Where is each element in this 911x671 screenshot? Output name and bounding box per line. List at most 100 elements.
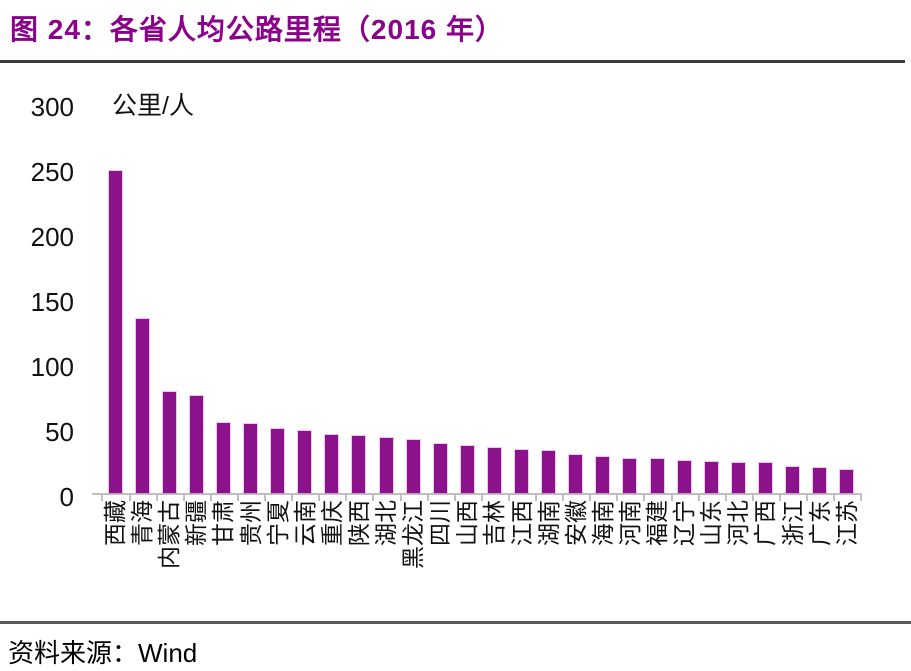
- x-axis-tick: [264, 493, 267, 501]
- bar-新疆: [189, 395, 203, 493]
- bar-山西: [460, 446, 474, 493]
- y-axis-tick-label: 100: [30, 352, 74, 382]
- bar-广西: [758, 463, 772, 493]
- bar-四川: [433, 443, 447, 493]
- x-axis-label-广西: 广西: [752, 500, 779, 546]
- source-name: Wind: [138, 638, 198, 668]
- source-label: 资料来源：: [8, 639, 139, 669]
- x-axis-tick: [182, 493, 185, 501]
- x-axis-tick: [778, 493, 781, 501]
- bar-广东: [813, 468, 827, 493]
- y-axis-tick-label: 150: [30, 287, 74, 317]
- bar-青海: [135, 318, 149, 493]
- x-axis-tick: [724, 493, 727, 501]
- x-axis-tick: [589, 493, 592, 501]
- x-axis-tick: [209, 493, 212, 501]
- x-axis-label-湖北: 湖北: [373, 500, 399, 546]
- x-axis-label-广东: 广东: [806, 500, 833, 546]
- bar-山东: [704, 461, 718, 493]
- bar-辽宁: [677, 460, 691, 493]
- x-axis-label-江西: 江西: [508, 500, 535, 546]
- x-axis-label-陕西: 陕西: [345, 500, 372, 546]
- x-axis-label-重庆: 重庆: [318, 500, 345, 546]
- bar-湖南: [542, 451, 556, 493]
- bar-陕西: [352, 435, 366, 493]
- bar-浙江: [786, 467, 799, 493]
- x-axis-tick: [372, 493, 375, 501]
- bar-安徽: [569, 455, 583, 493]
- bar-福建: [650, 459, 664, 493]
- bar-河南: [623, 459, 637, 493]
- bar-河北: [731, 463, 745, 493]
- x-axis-tick: [318, 493, 321, 501]
- x-axis-label-山西: 山西: [454, 500, 481, 546]
- x-axis-label-安徽: 安徽: [562, 500, 589, 546]
- y-axis-tick-label: 250: [30, 157, 74, 187]
- y-axis-tick-label: 300: [30, 92, 74, 122]
- x-axis-tick: [643, 493, 646, 501]
- x-axis-label-宁夏: 宁夏: [264, 500, 291, 546]
- x-axis-label-贵州: 贵州: [237, 500, 264, 546]
- x-axis-tick: [562, 493, 565, 501]
- bar-黑龙江: [406, 439, 420, 493]
- x-axis-label-福建: 福建: [644, 500, 670, 546]
- bar-海南: [596, 456, 610, 493]
- x-axis-tick: [426, 493, 429, 501]
- figure-title: 图 24：各省人均公路里程（2016 年）: [10, 14, 504, 45]
- x-axis-label-黑龙江: 黑龙江: [400, 500, 427, 569]
- x-axis-label-山东: 山东: [698, 500, 725, 546]
- x-axis-tick: [697, 493, 700, 501]
- bar-湖北: [379, 438, 393, 493]
- x-axis-label-辽宁: 辽宁: [671, 500, 698, 546]
- x-axis-tick: [291, 493, 294, 501]
- bar-云南: [298, 430, 312, 493]
- x-axis-tick: [345, 493, 348, 501]
- bar-西藏: [108, 170, 122, 493]
- x-axis-label-青海: 青海: [129, 500, 156, 546]
- bar-江西: [515, 450, 528, 493]
- x-axis-label-海南: 海南: [589, 500, 616, 546]
- y-axis-unit-label: 公里/人: [112, 92, 194, 120]
- x-axis-tick: [453, 493, 456, 501]
- x-axis-tick: [860, 493, 863, 501]
- y-axis-tick-label: 0: [59, 482, 74, 512]
- bar-江苏: [840, 469, 854, 493]
- y-axis-tick-label: 200: [30, 222, 74, 252]
- x-axis-tick: [155, 493, 158, 501]
- y-axis-tick-label: 50: [45, 417, 74, 447]
- bar-甘肃: [216, 422, 230, 493]
- bar-内蒙古: [162, 391, 176, 493]
- x-axis-label-四川: 四川: [427, 500, 454, 546]
- x-axis-tick: [670, 493, 673, 501]
- x-axis-tick: [101, 493, 104, 501]
- title-divider: [0, 60, 905, 63]
- x-axis-tick: [128, 493, 131, 501]
- bar-吉林: [487, 447, 501, 493]
- footer-divider: [0, 621, 911, 624]
- x-axis-tick: [751, 493, 754, 501]
- x-axis-tick: [399, 493, 402, 501]
- x-axis-tick: [480, 493, 483, 501]
- bar-贵州: [244, 424, 257, 493]
- bar-宁夏: [271, 429, 285, 493]
- x-axis-label-江苏: 江苏: [833, 500, 860, 546]
- x-axis-tick: [806, 493, 809, 501]
- x-axis-line: [92, 493, 862, 495]
- x-axis-label-吉林: 吉林: [481, 500, 508, 546]
- x-axis-tick: [236, 493, 239, 501]
- source-line: 资料来源：Wind: [8, 633, 197, 670]
- x-axis-tick: [616, 493, 619, 501]
- x-axis-label-河南: 河南: [616, 500, 643, 546]
- x-axis-label-西藏: 西藏: [102, 500, 128, 546]
- bar-重庆: [325, 434, 339, 493]
- x-axis-label-浙江: 浙江: [779, 500, 806, 546]
- x-axis-label-湖南: 湖南: [535, 500, 562, 546]
- x-axis-tick: [833, 493, 836, 501]
- x-axis-label-新疆: 新疆: [183, 500, 210, 546]
- x-axis-tick: [535, 493, 538, 501]
- x-axis-label-内蒙古: 内蒙古: [156, 500, 183, 569]
- x-axis-label-甘肃: 甘肃: [210, 500, 237, 546]
- x-axis-label-云南: 云南: [291, 500, 318, 546]
